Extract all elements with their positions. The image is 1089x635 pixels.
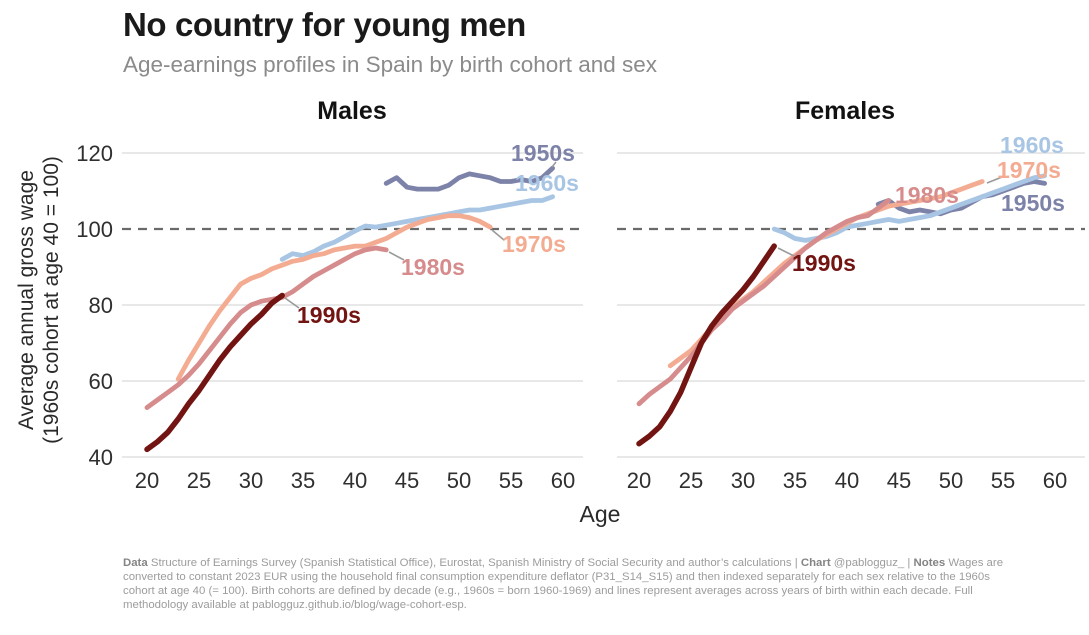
series-line-1980s bbox=[144, 245, 389, 411]
footnote-text: @pablogguz_ | bbox=[830, 557, 914, 569]
footnote-keyword: Notes bbox=[913, 557, 946, 569]
x-tick-label: 25 bbox=[679, 468, 703, 493]
y-tick-label: 100 bbox=[76, 217, 113, 242]
x-tick-label: 30 bbox=[731, 468, 755, 493]
x-tick-label: 45 bbox=[887, 468, 911, 493]
cohort-label-1960s: 1960s bbox=[515, 170, 579, 196]
chart-subtitle: Age-earnings profiles in Spain by birth … bbox=[123, 52, 658, 77]
series-line-1970s bbox=[175, 213, 493, 382]
panel-title-males: Males bbox=[317, 97, 386, 125]
panel-females: 20 25 30 35 40 45 50 55 60 Females 1950s 1960s1970s… bbox=[617, 97, 1085, 493]
x-tick-label: 35 bbox=[783, 468, 807, 493]
y-tick-label: 40 bbox=[89, 445, 113, 470]
label-pointer-1950s bbox=[551, 161, 557, 168]
x-tick-label: 30 bbox=[239, 468, 263, 493]
series-line-1960s bbox=[279, 194, 555, 262]
series-line-1990s bbox=[144, 292, 285, 453]
footnote-text: Structure of Earnings Survey (Spanish St… bbox=[147, 557, 801, 569]
x-tick-label: 55 bbox=[991, 468, 1015, 493]
x-tick-label: 20 bbox=[627, 468, 651, 493]
x-tick-label: 45 bbox=[395, 468, 419, 493]
panel-males: 20 25 30 35 40 45 50 55 60 40 60 80 100 120 Males 1950s… bbox=[76, 97, 583, 493]
panel-title-females: Females bbox=[795, 97, 895, 125]
series-line-1990s bbox=[636, 243, 777, 447]
x-tick-label: 50 bbox=[447, 468, 471, 493]
label-pointer-1990s bbox=[777, 247, 795, 257]
cohort-label-1980s: 1980s bbox=[895, 182, 959, 208]
cohort-label-1990s: 1990s bbox=[297, 302, 361, 328]
y-tick-label: 80 bbox=[89, 293, 113, 318]
label-pointer-1990s bbox=[284, 297, 300, 309]
x-axis-label: Age bbox=[579, 501, 621, 527]
x-tick-label: 35 bbox=[291, 468, 315, 493]
label-pointer-1970s bbox=[986, 176, 1003, 184]
series-line-1980s bbox=[636, 198, 891, 407]
label-pointer-1970s bbox=[491, 229, 505, 241]
x-tick-label: 50 bbox=[939, 468, 963, 493]
cohort-label-1990s: 1990s bbox=[792, 250, 856, 276]
x-tick-label: 40 bbox=[343, 468, 367, 493]
chart-canvas: 20 25 30 35 40 45 50 55 60 40 60 80 100 120 Males 1950s… bbox=[76, 97, 1085, 493]
y-tick-label: 120 bbox=[76, 141, 113, 166]
footnote: Data Structure of Earnings Survey (Spani… bbox=[123, 556, 1023, 613]
footnote-keyword: Chart bbox=[800, 557, 831, 569]
cohort-label-1970s: 1970s bbox=[502, 231, 566, 257]
cohort-label-1950s: 1950s bbox=[1001, 190, 1065, 216]
label-pointer-1980s bbox=[388, 251, 405, 261]
series-line-1950s bbox=[383, 165, 555, 192]
x-tick-label: 25 bbox=[187, 468, 211, 493]
chart-title: No country for young men bbox=[123, 6, 526, 43]
cohort-label-1950s: 1950s bbox=[511, 140, 575, 166]
x-tick-label: 20 bbox=[135, 468, 159, 493]
footnote-keyword: Data bbox=[123, 557, 148, 569]
cohort-label-1960s: 1960s bbox=[1000, 132, 1064, 158]
y-tick-label: 60 bbox=[89, 369, 113, 394]
cohort-label-1980s: 1980s bbox=[401, 254, 465, 280]
x-tick-label: 60 bbox=[1043, 468, 1067, 493]
x-tick-label: 40 bbox=[835, 468, 859, 493]
x-tick-label: 55 bbox=[499, 468, 523, 493]
cohort-label-1970s: 1970s bbox=[997, 157, 1061, 183]
footnote-text: Wages are converted to constant 2023 EUR… bbox=[123, 557, 1004, 612]
x-tick-label: 60 bbox=[551, 468, 575, 493]
